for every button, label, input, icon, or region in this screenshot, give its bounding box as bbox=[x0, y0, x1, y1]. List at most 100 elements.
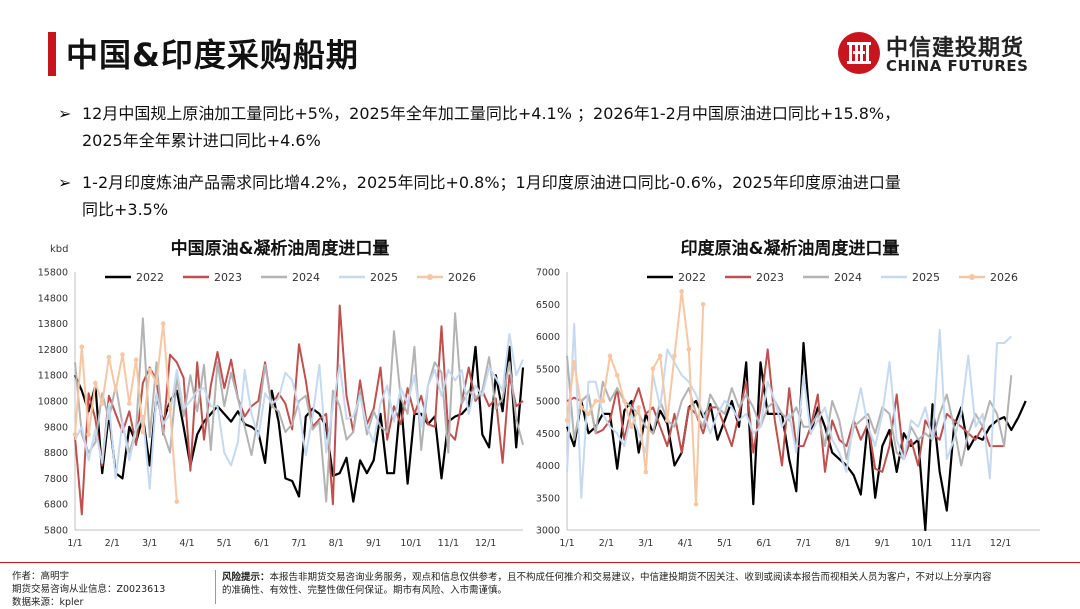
y-tick-label: 6000 bbox=[536, 332, 560, 343]
y-tick-label: 10800 bbox=[38, 397, 68, 408]
x-tick-label: 4/1 bbox=[678, 538, 693, 549]
series-point-2026 bbox=[120, 352, 125, 357]
y-tick-label: 3000 bbox=[536, 526, 560, 537]
x-tick-label: 2/1 bbox=[599, 538, 614, 549]
series-line-2026 bbox=[566, 290, 705, 506]
series-point-2026 bbox=[174, 499, 180, 504]
series-line-2023 bbox=[74, 304, 524, 516]
bullet-china-line2: 2025年全年累计进口同比+4.6% bbox=[82, 131, 321, 150]
risk-text-1: 本报告非期货交易咨询业务服务，观点和信息仅供参考，且不构成任何推介和交易建议，中… bbox=[269, 572, 992, 583]
risk-label: 风险提示： bbox=[222, 572, 270, 583]
series-point-2026 bbox=[140, 429, 146, 435]
series-point-2026 bbox=[586, 411, 591, 417]
x-tick-label: 3/1 bbox=[142, 538, 157, 549]
series-point-2026 bbox=[127, 401, 132, 406]
series-point-2026 bbox=[650, 366, 656, 372]
bullet-india-line2: 同比+3.5% bbox=[82, 200, 169, 219]
x-tick-label: 10/1 bbox=[400, 538, 421, 549]
series-point-2026 bbox=[86, 432, 91, 437]
legend-label-2023: 2023 bbox=[214, 271, 242, 284]
y-tick-label: 5000 bbox=[536, 397, 560, 408]
legend-label-2026: 2026 bbox=[448, 271, 476, 284]
y-tick-label: 6500 bbox=[536, 300, 560, 311]
logo-text-en: CHINA FUTURES bbox=[886, 57, 1029, 75]
x-tick-label: 9/1 bbox=[366, 538, 381, 549]
y-tick-label: 13800 bbox=[38, 319, 68, 330]
x-tick-label: 8/1 bbox=[835, 538, 850, 549]
series-point-2026 bbox=[106, 354, 112, 360]
x-tick-label: 6/1 bbox=[756, 538, 771, 549]
risk-text-2: 的准确性、有效性、完整性做任何保证。期市有风险、入市需谨慎。 bbox=[222, 585, 508, 596]
y-tick-label: 5800 bbox=[44, 526, 68, 537]
series-point-2026 bbox=[79, 344, 85, 350]
x-tick-label: 12/1 bbox=[475, 538, 496, 549]
series-point-2026 bbox=[665, 418, 670, 423]
legend-label-2026: 2026 bbox=[990, 271, 1018, 284]
series-point-2026 bbox=[679, 289, 684, 294]
series-line-2025 bbox=[74, 332, 524, 490]
x-tick-label: 2/1 bbox=[105, 538, 120, 549]
series-point-2026 bbox=[147, 367, 152, 373]
legend-marker-2026 bbox=[969, 274, 975, 280]
series-point-2026 bbox=[622, 398, 627, 404]
legend-label-2023: 2023 bbox=[756, 271, 784, 284]
y-tick-label: 7000 bbox=[536, 268, 560, 279]
series-point-2026 bbox=[564, 418, 570, 423]
x-tick-label: 3/1 bbox=[638, 538, 653, 549]
x-tick-label: 10/1 bbox=[911, 538, 932, 549]
series-point-2026 bbox=[607, 353, 613, 359]
title-accent-bar bbox=[48, 32, 56, 76]
y-tick-label: 3500 bbox=[536, 493, 560, 504]
footer-author-block: 作者：高明宇 期货交易咨询从业信息：Z0023613 数据来源：kpler bbox=[12, 570, 165, 609]
logo-text-cn: 中信建投期货 bbox=[886, 36, 1025, 61]
x-tick-label: 9/1 bbox=[875, 538, 890, 549]
x-tick-label: 8/1 bbox=[329, 538, 344, 549]
series-point-2026 bbox=[579, 405, 584, 410]
series-point-2026 bbox=[636, 405, 641, 410]
series-point-2026 bbox=[154, 380, 159, 386]
footer-license: 期货交易咨询从业信息：Z0023613 bbox=[12, 584, 166, 595]
y-tick-label: 6800 bbox=[44, 500, 68, 511]
china-imports-chart: 中国原油&凝析油周度进口量 kbd 5800 6800 7800 8800 9800 1080… bbox=[38, 238, 525, 549]
series-point-2026 bbox=[99, 401, 105, 406]
legend-label-2025: 2025 bbox=[912, 271, 940, 284]
y-tick-label: 4500 bbox=[536, 429, 560, 440]
footer-separator bbox=[215, 570, 216, 604]
series-point-2026 bbox=[593, 398, 598, 404]
bullet-arrow-icon: ➢ bbox=[58, 104, 72, 123]
india-imports-chart: 印度原油&凝析油周度进口量 3000 3500 4000 4500 5000 5500 600… bbox=[536, 238, 1040, 549]
series-point-2026 bbox=[133, 357, 139, 363]
footer-source: 数据来源：kpler bbox=[12, 597, 84, 608]
y-tick-label: 7800 bbox=[44, 474, 68, 485]
y-tick-label: 15800 bbox=[38, 268, 68, 279]
chart-title: 印度原油&凝析油周度进口量 bbox=[681, 238, 900, 259]
page-title: 中国&印度采购船期 bbox=[66, 36, 359, 74]
x-tick-label: 11/1 bbox=[950, 538, 971, 549]
series-line-2025 bbox=[566, 322, 1012, 499]
series-point-2026 bbox=[657, 353, 663, 359]
x-tick-label: 6/1 bbox=[254, 538, 269, 549]
legend-label-2024: 2024 bbox=[292, 271, 320, 284]
legend-label-2025: 2025 bbox=[370, 271, 398, 284]
series-point-2026 bbox=[160, 321, 166, 326]
x-tick-label: 5/1 bbox=[717, 538, 732, 549]
y-tick-label: 8800 bbox=[44, 448, 68, 459]
series-line-2024 bbox=[74, 312, 524, 503]
y-tick-label: 14800 bbox=[38, 293, 68, 304]
series-point-2026 bbox=[686, 347, 692, 352]
series-point-2026 bbox=[643, 469, 649, 475]
series-point-2026 bbox=[571, 360, 577, 365]
bullet-china-line1: 12月中国规上原油加工量同比+5%，2025年全年加工量同比+4.1% ；202… bbox=[82, 104, 901, 123]
company-logo: 中信建投期货 CHINA FUTURES bbox=[836, 30, 1036, 76]
footer-author: 作者：高明宇 bbox=[12, 571, 70, 582]
x-tick-label: 12/1 bbox=[990, 538, 1011, 549]
x-tick-label: 5/1 bbox=[217, 538, 232, 549]
y-tick-label: 12800 bbox=[38, 345, 68, 356]
bullet-arrow-icon: ➢ bbox=[58, 173, 72, 192]
series-point-2026 bbox=[629, 424, 634, 430]
series-line-2022 bbox=[565, 341, 1027, 532]
y-tick-label: 4000 bbox=[536, 461, 560, 472]
series-point-2026 bbox=[72, 432, 78, 437]
series-point-2026 bbox=[672, 353, 677, 359]
x-tick-label: 1/1 bbox=[559, 538, 574, 549]
